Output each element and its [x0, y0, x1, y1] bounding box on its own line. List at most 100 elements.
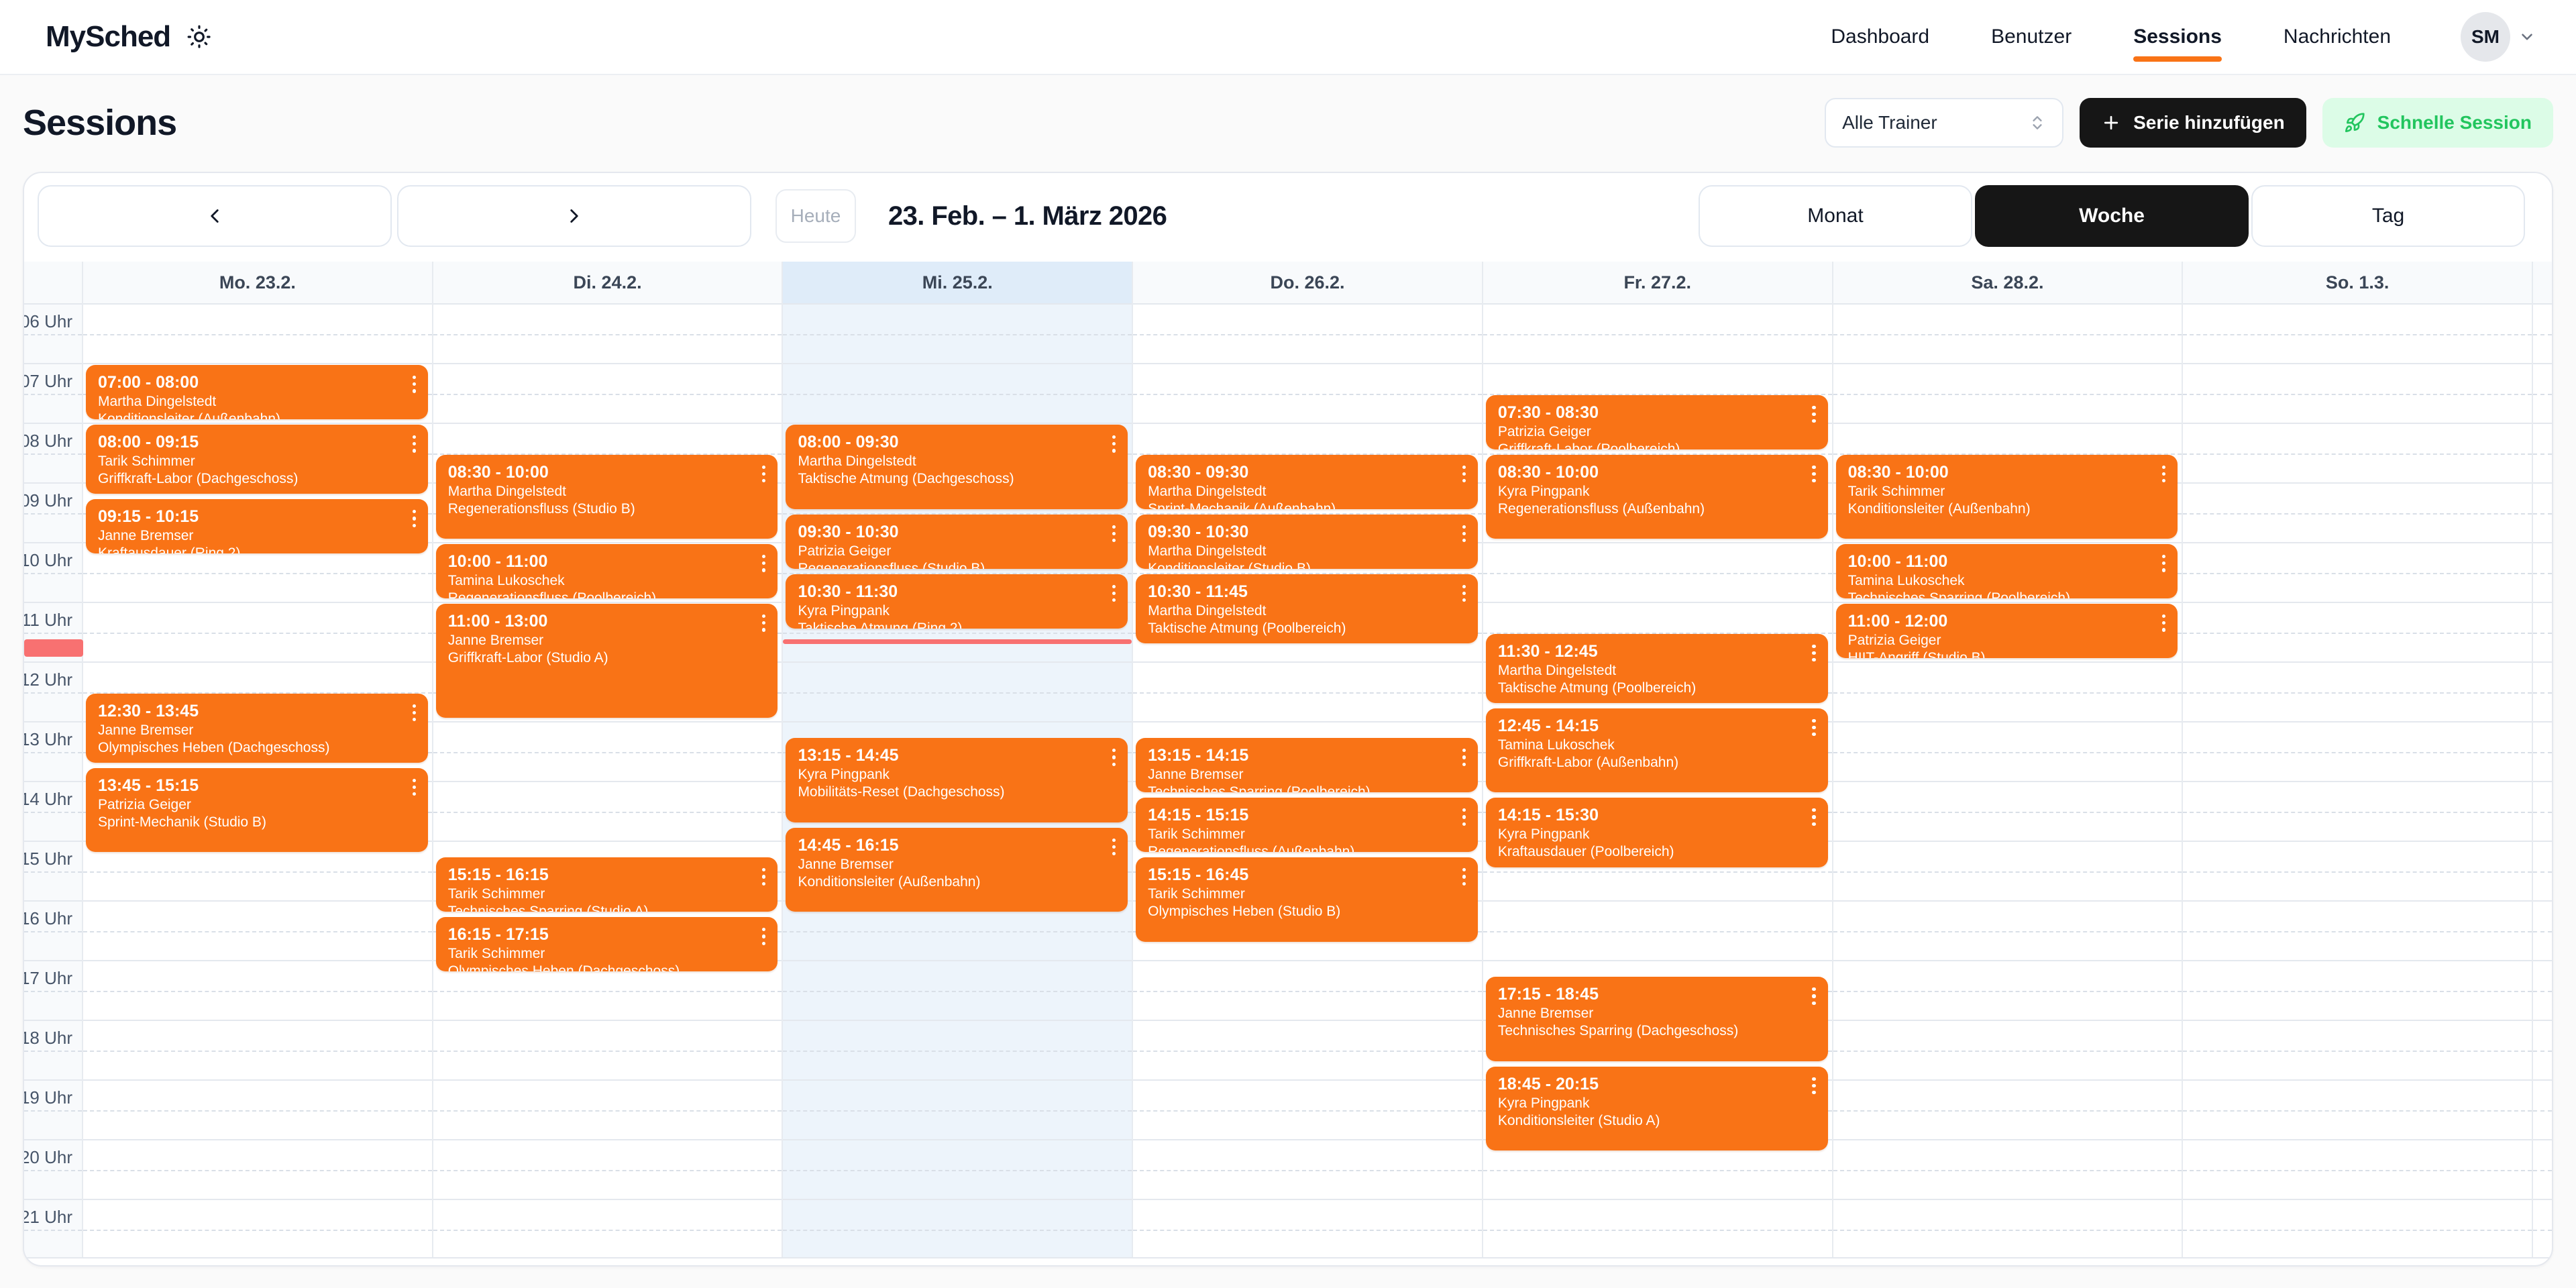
view-button-tag[interactable]: Tag	[2251, 185, 2525, 247]
session-event[interactable]: 09:30 - 10:30 Martha Dingelstedt Kondition…	[1136, 514, 1478, 569]
view-button-monat[interactable]: Monat	[1699, 185, 1972, 247]
session-event[interactable]: 14:15 - 15:15 Tarik Schimmer Regenerations…	[1136, 798, 1478, 853]
session-event[interactable]: 12:45 - 14:15 Tamina Lukoschek Griffkraft-…	[1485, 708, 1828, 793]
day-column-1[interactable]: 08:30 - 10:00 Martha Dingelstedt Regenerat…	[433, 303, 784, 1257]
hour-cell	[783, 1139, 1132, 1199]
event-menu-icon[interactable]	[762, 868, 766, 885]
event-menu-icon[interactable]	[412, 704, 416, 722]
session-event[interactable]: 11:30 - 12:45 Martha Dingelstedt Taktische…	[1485, 633, 1828, 703]
event-menu-icon[interactable]	[762, 465, 766, 483]
session-event[interactable]: 18:45 - 20:15 Kyra Pingpank Konditionsleit…	[1485, 1066, 1828, 1151]
event-menu-icon[interactable]	[1812, 1077, 1816, 1095]
day-column-0[interactable]: 07:00 - 08:00 Martha Dingelstedt Kondition…	[83, 303, 433, 1257]
session-event[interactable]: 13:15 - 14:15 Janne Bremser Technisches Sp…	[1136, 738, 1478, 793]
session-event[interactable]: 14:45 - 16:15 Janne Bremser Konditionsleit…	[786, 827, 1128, 912]
hour-cell	[2183, 1199, 2532, 1258]
session-event[interactable]: 16:15 - 17:15 Tarik Schimmer Olympisches H…	[435, 917, 778, 972]
hour-cell	[2183, 1079, 2532, 1139]
hour-cell: 18 Uhr	[24, 1020, 82, 1079]
event-menu-icon[interactable]	[1112, 525, 1116, 543]
event-activity: Konditionsleiter (Studio A)	[1497, 1112, 1660, 1128]
header-filler	[2533, 262, 2552, 303]
calendar-card: Heute 23. Feb. – 1. März 2026 Monat Woche…	[23, 172, 2553, 1267]
trainer-filter-select[interactable]: Alle Trainer	[1825, 98, 2064, 148]
event-menu-icon[interactable]	[1462, 868, 1466, 885]
session-event[interactable]: 09:30 - 10:30 Patrizia Geiger Regeneration…	[786, 514, 1128, 569]
session-event[interactable]: 09:15 - 10:15 Janne Bremser Kraftausdauer …	[86, 499, 428, 554]
event-menu-icon[interactable]	[762, 614, 766, 632]
event-menu-icon[interactable]	[1812, 987, 1816, 1005]
event-menu-icon[interactable]	[1462, 465, 1466, 483]
session-event[interactable]: 10:00 - 11:00 Tamina Lukoschek Technisches…	[1835, 544, 2178, 598]
event-menu-icon[interactable]	[412, 778, 416, 796]
hour-cell	[1483, 602, 1832, 661]
session-event[interactable]: 15:15 - 16:15 Tarik Schimmer Technisches S…	[435, 857, 778, 912]
event-menu-icon[interactable]	[1812, 718, 1816, 737]
event-time: 14:15 - 15:15	[1148, 806, 1249, 825]
day-column-6[interactable]	[2183, 303, 2534, 1258]
session-event[interactable]: 15:15 - 16:45 Tarik Schimmer Olympisches H…	[1136, 857, 1478, 942]
session-event[interactable]: 07:00 - 08:00 Martha Dingelstedt Kondition…	[86, 365, 428, 419]
avatar[interactable]: SM	[2461, 12, 2510, 62]
nav-item-nachrichten[interactable]: Nachrichten	[2284, 15, 2391, 59]
session-event[interactable]: 08:00 - 09:30 Martha Dingelstedt Taktische…	[786, 425, 1128, 509]
event-menu-icon[interactable]	[1462, 808, 1466, 826]
event-menu-icon[interactable]	[2162, 465, 2166, 483]
event-menu-icon[interactable]	[412, 510, 416, 527]
user-menu[interactable]: SM	[2461, 12, 2536, 62]
event-menu-icon[interactable]	[1462, 584, 1466, 602]
event-menu-icon[interactable]	[412, 435, 416, 453]
nav-item-dashboard[interactable]: Dashboard	[1831, 15, 1929, 59]
event-menu-icon[interactable]	[2162, 614, 2166, 632]
event-menu-icon[interactable]	[1112, 435, 1116, 453]
quick-session-button[interactable]: Schnelle Session	[2322, 98, 2553, 148]
session-event[interactable]: 11:00 - 13:00 Janne Bremser Griffkraft-Lab…	[435, 604, 778, 718]
event-menu-icon[interactable]	[762, 928, 766, 945]
day-column-4[interactable]: 07:30 - 08:30 Patrizia Geiger Griffkraft-L…	[1483, 303, 1833, 1257]
event-menu-icon[interactable]	[1112, 584, 1116, 602]
nav-item-sessions[interactable]: Sessions	[2133, 15, 2222, 62]
session-event[interactable]: 08:30 - 10:00 Martha Dingelstedt Regenerat…	[435, 454, 778, 539]
theme-toggle-button[interactable]	[186, 24, 212, 50]
event-menu-icon[interactable]	[1812, 465, 1816, 483]
event-menu-icon[interactable]	[762, 555, 766, 572]
day-column-3[interactable]: 08:30 - 09:30 Martha Dingelstedt Sprint-Me…	[1133, 303, 1483, 1257]
event-menu-icon[interactable]	[2162, 555, 2166, 572]
time-label: 06 Uhr	[23, 311, 72, 331]
today-button[interactable]: Heute	[775, 189, 856, 243]
event-menu-icon[interactable]	[1812, 405, 1816, 423]
session-event[interactable]: 10:30 - 11:30 Kyra Pingpank Taktische Atmu…	[786, 574, 1128, 629]
session-event[interactable]: 12:30 - 13:45 Janne Bremser Olympisches He…	[86, 693, 428, 763]
event-time: 10:00 - 11:00	[1847, 552, 1948, 571]
session-event[interactable]: 14:15 - 15:30 Kyra Pingpank Kraftausdauer …	[1485, 798, 1828, 867]
day-column-2[interactable]: 08:00 - 09:30 Martha Dingelstedt Taktische…	[783, 303, 1134, 1257]
session-event[interactable]: 08:30 - 09:30 Martha Dingelstedt Sprint-Me…	[1136, 454, 1478, 509]
next-week-button[interactable]	[397, 185, 751, 247]
session-event[interactable]: 07:30 - 08:30 Patrizia Geiger Griffkraft-L…	[1485, 394, 1828, 449]
event-menu-icon[interactable]	[1812, 644, 1816, 662]
day-column-5[interactable]: 08:30 - 10:00 Tarik Schimmer Konditionslei…	[1833, 303, 2184, 1257]
prev-week-button[interactable]	[38, 185, 392, 247]
app-logo: MySched	[46, 20, 171, 53]
add-series-button[interactable]: Serie hinzufügen	[2080, 98, 2306, 148]
event-menu-icon[interactable]	[1462, 525, 1466, 543]
event-time: 17:15 - 18:45	[1497, 985, 1599, 1004]
event-menu-icon[interactable]	[1462, 749, 1466, 766]
session-event[interactable]: 13:45 - 15:15 Patrizia Geiger Sprint-Mecha…	[86, 767, 428, 853]
session-event[interactable]: 11:00 - 12:00 Patrizia Geiger HIIT-Angriff…	[1835, 604, 2178, 658]
event-menu-icon[interactable]	[1812, 808, 1816, 826]
session-event[interactable]: 10:00 - 11:00 Tamina Lukoschek Regeneratio…	[435, 544, 778, 598]
session-event[interactable]: 08:00 - 09:15 Tarik Schimmer Griffkraft-La…	[86, 425, 428, 494]
session-event[interactable]: 08:30 - 10:00 Kyra Pingpank Regenerationsf…	[1485, 454, 1828, 539]
event-menu-icon[interactable]	[1112, 749, 1116, 766]
event-menu-icon[interactable]	[1112, 838, 1116, 856]
event-activity: Sprint-Mechanik (Außenbahn)	[1148, 500, 1336, 509]
session-event[interactable]: 13:15 - 14:45 Kyra Pingpank Mobilitäts-Res…	[786, 738, 1128, 822]
session-event[interactable]: 10:30 - 11:45 Martha Dingelstedt Taktische…	[1136, 574, 1478, 643]
session-event[interactable]: 08:30 - 10:00 Tarik Schimmer Konditionslei…	[1835, 454, 2178, 539]
nav-item-benutzer[interactable]: Benutzer	[1991, 15, 2072, 59]
event-menu-icon[interactable]	[412, 376, 416, 393]
hour-cell	[2183, 781, 2532, 841]
view-button-woche[interactable]: Woche	[1975, 185, 2249, 247]
session-event[interactable]: 17:15 - 18:45 Janne Bremser Technisches Sp…	[1485, 977, 1828, 1061]
